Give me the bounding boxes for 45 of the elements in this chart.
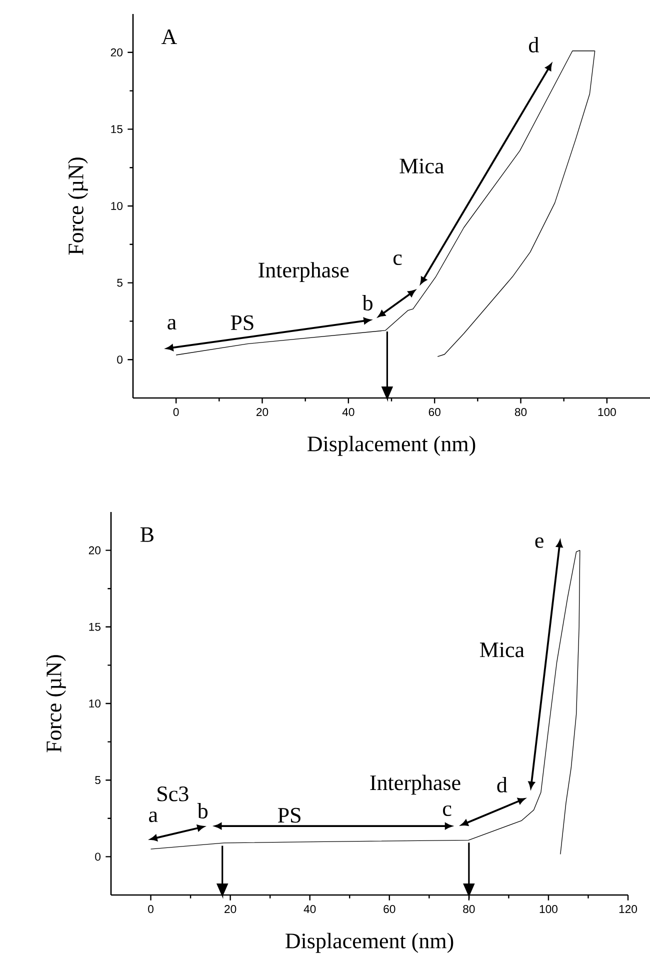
x-tick-label: 0 [148, 905, 154, 914]
annotation: d [497, 776, 508, 792]
y-tick-label: 20 [110, 48, 123, 56]
text: A [161, 29, 177, 44]
x-tick-label: 60 [384, 905, 396, 914]
annotation: Sc3 [158, 786, 188, 802]
y-axis-title: Force (µN) [68, 158, 88, 255]
x-tick-label: 80 [463, 905, 475, 914]
x-tick-label: 40 [304, 905, 316, 914]
annotation: PS [278, 808, 300, 823]
annotation: a [168, 318, 176, 330]
y-tick-label: 15 [89, 622, 100, 631]
annotation: b [362, 295, 372, 310]
x-tick-label: 0 [173, 408, 179, 416]
x-tick-label: 100 [598, 408, 616, 416]
annotation: Mica [400, 158, 444, 174]
x-tick-label: 20 [224, 905, 236, 914]
y-tick-label: 0 [95, 852, 101, 861]
annotation: a [149, 812, 158, 822]
annotation: e [535, 537, 544, 548]
y-tick-label: 0 [117, 356, 123, 364]
y-tick-label: 10 [89, 700, 101, 708]
x-tick-label: 60 [428, 408, 440, 416]
annotation: b [197, 803, 208, 818]
x-tick-label: 20 [256, 408, 268, 416]
y-tick-label: 15 [111, 125, 122, 134]
x-axis-title: Displacement (nm) [286, 932, 454, 953]
text: B [140, 527, 154, 542]
annotation: Mica [480, 642, 524, 658]
x-tick-label: 100 [540, 905, 558, 914]
annotation: c [393, 254, 402, 266]
annotation: c [443, 805, 452, 816]
x-tick-label: 80 [514, 408, 527, 416]
y-tick-label: 20 [88, 546, 101, 554]
y-axis-title: Force (µN) [46, 655, 66, 752]
annotation: d [528, 36, 539, 52]
x-axis-title: Displacement (nm) [308, 436, 476, 456]
x-tick-label: 40 [342, 408, 354, 416]
y-tick-label: 5 [95, 776, 100, 784]
annotation: Interphase [258, 262, 349, 282]
annotation: PS [230, 315, 254, 330]
x-tick-label: 120 [619, 905, 638, 914]
annotation: Interphase [370, 774, 460, 795]
y-tick-label: 5 [117, 278, 122, 287]
y-tick-label: 10 [111, 202, 123, 210]
